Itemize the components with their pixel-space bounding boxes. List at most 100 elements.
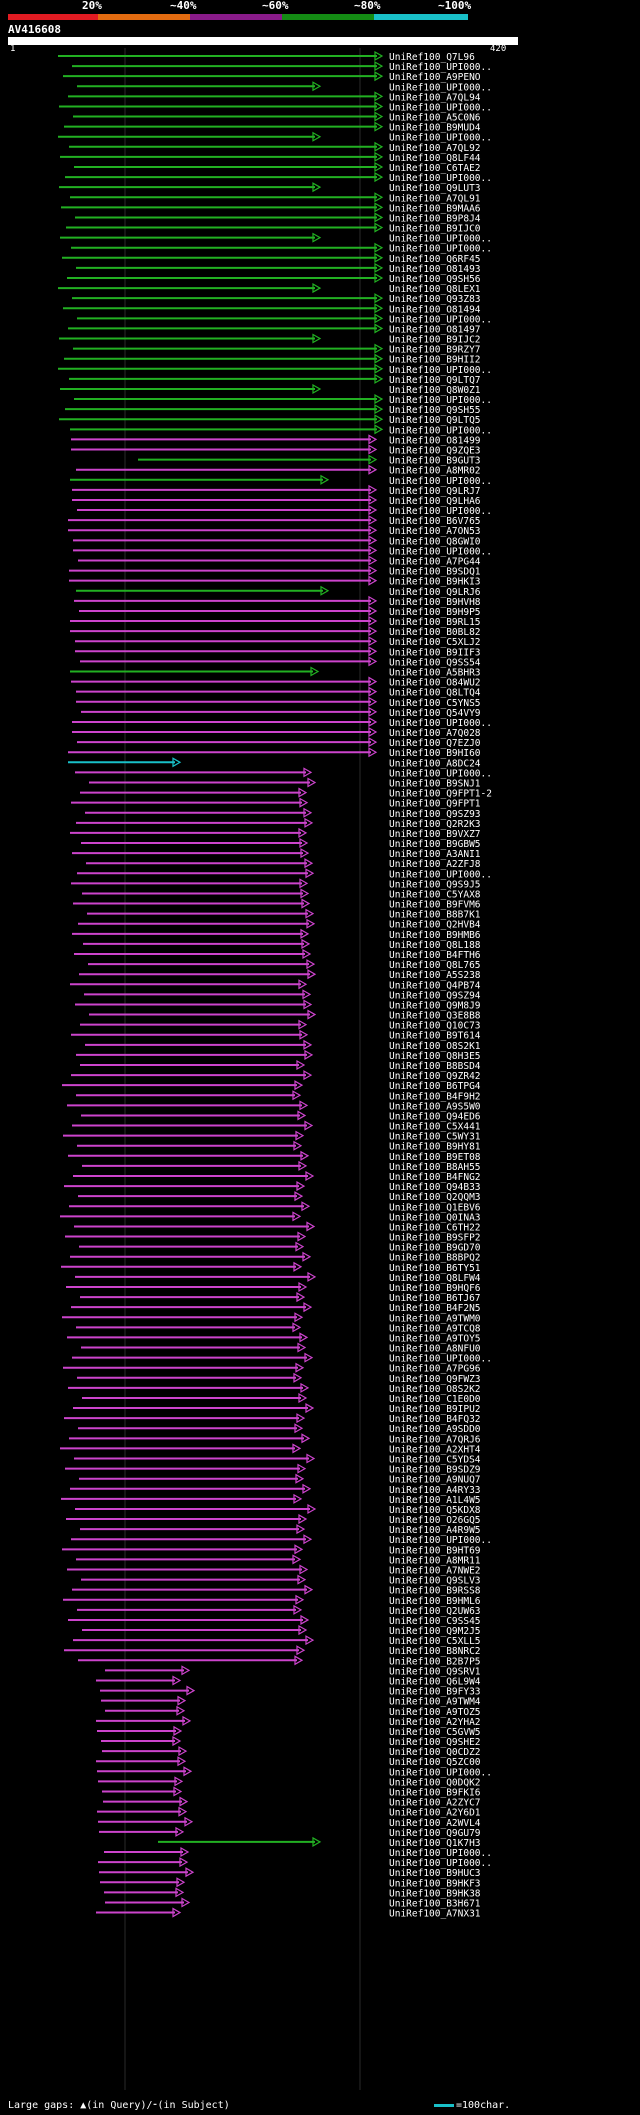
hit-name[interactable]: UniRef100_Q8LEX1 — [389, 284, 481, 295]
hit-name[interactable]: UniRef100_Q9LTQ5 — [389, 415, 481, 426]
hit-name[interactable]: UniRef100_Q2QQM3 — [389, 1192, 481, 1203]
hit-name[interactable]: UniRef100_A8NFU0 — [389, 1344, 481, 1355]
hit-name[interactable]: UniRef100_C5X441 — [389, 1122, 481, 1133]
hit-name[interactable]: UniRef100_B9MUD4 — [389, 123, 481, 134]
hit-name[interactable]: UniRef100_UPI000.. — [389, 234, 492, 245]
hit-name[interactable]: UniRef100_B8BPQ2 — [389, 1253, 481, 1264]
hit-name[interactable]: UniRef100_B9FVM6 — [389, 900, 481, 911]
hit-name[interactable]: UniRef100_Q2UW63 — [389, 1606, 481, 1617]
hit-name[interactable]: UniRef100_Q10C73 — [389, 1021, 481, 1032]
hit-name[interactable]: UniRef100_A9TCQ8 — [389, 1323, 481, 1334]
hit-name[interactable]: UniRef100_C1E0D0 — [389, 1394, 481, 1405]
hit-name[interactable]: UniRef100_A7QL92 — [389, 143, 481, 154]
hit-name[interactable]: UniRef100_B9VXZ7 — [389, 829, 481, 840]
hit-name[interactable]: UniRef100_Q1EBV6 — [389, 1202, 481, 1213]
hit-name[interactable]: UniRef100_UPI000.. — [389, 62, 492, 73]
hit-name[interactable]: UniRef100_O8S2K1 — [389, 1041, 481, 1052]
hit-name[interactable]: UniRef100_A5BHR3 — [389, 667, 481, 678]
hit-name[interactable]: UniRef100_Q9M2J5 — [389, 1626, 481, 1637]
hit-name[interactable]: UniRef100_B0BL82 — [389, 627, 481, 638]
hit-name[interactable]: UniRef100_B9HUC3 — [389, 1868, 481, 1879]
hit-name[interactable]: UniRef100_C6TH22 — [389, 1222, 481, 1233]
hit-name[interactable]: UniRef100_B9IJC2 — [389, 335, 481, 346]
hit-name[interactable]: UniRef100_A7QRJ6 — [389, 1434, 481, 1445]
hit-name[interactable]: UniRef100_Q9SS54 — [389, 657, 481, 668]
hit-name[interactable]: UniRef100_B8AH55 — [389, 1162, 481, 1173]
hit-name[interactable]: UniRef100_A3ANI1 — [389, 849, 481, 860]
hit-name[interactable]: UniRef100_A8MR02 — [389, 466, 481, 477]
hit-name[interactable]: UniRef100_Q9LTQ7 — [389, 375, 481, 386]
hit-name[interactable]: UniRef100_UPI000.. — [389, 1354, 492, 1365]
hit-name[interactable]: UniRef100_A7ON53 — [389, 526, 481, 537]
hit-name[interactable]: UniRef100_UPI000.. — [389, 173, 492, 184]
hit-name[interactable]: UniRef100_Q0DQK2 — [389, 1777, 481, 1788]
hit-name[interactable]: UniRef100_B4FTH6 — [389, 950, 481, 961]
hit-name[interactable]: UniRef100_B9SDZ9 — [389, 1465, 481, 1476]
hit-name[interactable]: UniRef100_B6TPG4 — [389, 1081, 481, 1092]
hit-name[interactable]: UniRef100_Q9M8J9 — [389, 1000, 481, 1011]
hit-name[interactable]: UniRef100_UPI000.. — [389, 314, 492, 325]
hit-name[interactable]: UniRef100_C6TAE2 — [389, 163, 481, 174]
hit-name[interactable]: UniRef100_Q8L765 — [389, 960, 481, 971]
hit-name[interactable]: UniRef100_B8B7K1 — [389, 910, 481, 921]
hit-name[interactable]: UniRef100_Q8W0Z1 — [389, 385, 481, 396]
hit-name[interactable]: UniRef100_B2B7P5 — [389, 1656, 481, 1667]
hit-name[interactable]: UniRef100_A5C0N6 — [389, 113, 481, 124]
hit-name[interactable]: UniRef100_Q9ZR42 — [389, 1071, 481, 1082]
hit-name[interactable]: UniRef100_A2Y6D1 — [389, 1808, 481, 1819]
hit-name[interactable]: UniRef100_B9HII2 — [389, 355, 481, 366]
hit-name[interactable]: UniRef100_UPI000.. — [389, 476, 492, 487]
hit-name[interactable]: UniRef100_UPI000.. — [389, 506, 492, 517]
hit-name[interactable]: UniRef100_Q9SLV3 — [389, 1576, 481, 1587]
hit-name[interactable]: UniRef100_B9SDQ1 — [389, 567, 481, 578]
hit-name[interactable]: UniRef100_UPI000.. — [389, 133, 492, 144]
hit-name[interactable]: UniRef100_Q1K7H3 — [389, 1838, 481, 1849]
hit-name[interactable]: UniRef100_B8NRC2 — [389, 1646, 481, 1657]
hit-name[interactable]: UniRef100_B9HY81 — [389, 1142, 481, 1153]
hit-name[interactable]: UniRef100_A4RY33 — [389, 1485, 481, 1496]
hit-name[interactable]: UniRef100_O81493 — [389, 264, 481, 275]
hit-name[interactable]: UniRef100_Q8LF44 — [389, 153, 481, 164]
hit-name[interactable]: UniRef100_A2ZFJ8 — [389, 859, 481, 870]
hit-name[interactable]: UniRef100_B9SFP2 — [389, 1233, 481, 1244]
hit-name[interactable]: UniRef100_Q6RF45 — [389, 254, 481, 265]
hit-name[interactable]: UniRef100_Q3E8B8 — [389, 1011, 481, 1022]
hit-name[interactable]: UniRef100_A8MR11 — [389, 1555, 481, 1566]
hit-name[interactable]: UniRef100_B9GBW5 — [389, 839, 481, 850]
hit-name[interactable]: UniRef100_Q54VY9 — [389, 708, 481, 719]
hit-name[interactable]: UniRef100_B9HT69 — [389, 1545, 481, 1556]
hit-name[interactable]: UniRef100_B9ET08 — [389, 1152, 481, 1163]
hit-name[interactable]: UniRef100_Q9FPT1-2 — [389, 789, 492, 800]
hit-name[interactable]: UniRef100_B9RSS8 — [389, 1586, 481, 1597]
hit-name[interactable]: UniRef100_Q0CDZ2 — [389, 1747, 481, 1758]
hit-name[interactable]: UniRef100_A9S5W0 — [389, 1101, 481, 1112]
hit-name[interactable]: UniRef100_UPI000.. — [389, 1858, 492, 1869]
hit-name[interactable]: UniRef100_B9GUT3 — [389, 456, 481, 467]
hit-name[interactable]: UniRef100_B4FQ32 — [389, 1414, 481, 1425]
hit-name[interactable]: UniRef100_Q2R2K3 — [389, 819, 481, 830]
hit-name[interactable]: UniRef100_A9SDD0 — [389, 1424, 481, 1435]
hit-name[interactable]: UniRef100_O84WU2 — [389, 678, 481, 689]
hit-name[interactable]: UniRef100_A7Q028 — [389, 728, 481, 739]
hit-name[interactable]: UniRef100_A4R9W5 — [389, 1525, 481, 1536]
hit-name[interactable]: UniRef100_O8S2K2 — [389, 1384, 481, 1395]
hit-name[interactable]: UniRef100_Q9SH56 — [389, 274, 481, 285]
hit-name[interactable]: UniRef100_Q8H3E5 — [389, 1051, 481, 1062]
hit-name[interactable]: UniRef100_B9HKI3 — [389, 577, 481, 588]
hit-name[interactable]: UniRef100_UPI000.. — [389, 82, 492, 93]
hit-name[interactable]: UniRef100_C5YDS4 — [389, 1455, 481, 1466]
hit-name[interactable]: UniRef100_B9HVH8 — [389, 597, 481, 608]
hit-name[interactable]: UniRef100_Q9LRJ6 — [389, 587, 481, 598]
hit-name[interactable]: UniRef100_Q0INA3 — [389, 1212, 481, 1223]
hit-name[interactable]: UniRef100_B9IJC0 — [389, 224, 481, 235]
hit-name[interactable]: UniRef100_B9T614 — [389, 1031, 481, 1042]
hit-name[interactable]: UniRef100_O81497 — [389, 324, 481, 335]
hit-name[interactable]: UniRef100_A2WVL4 — [389, 1818, 481, 1829]
hit-name[interactable]: UniRef100_A7PG44 — [389, 557, 481, 568]
hit-name[interactable]: UniRef100_B4F2N5 — [389, 1303, 481, 1314]
hit-name[interactable]: UniRef100_B9FKI6 — [389, 1787, 481, 1798]
hit-name[interactable]: UniRef100_UPI000.. — [389, 395, 492, 406]
hit-name[interactable]: UniRef100_Q4PB74 — [389, 980, 481, 991]
hit-name[interactable]: UniRef100_A9TWM0 — [389, 1313, 481, 1324]
hit-name[interactable]: UniRef100_B6TJ67 — [389, 1293, 481, 1304]
